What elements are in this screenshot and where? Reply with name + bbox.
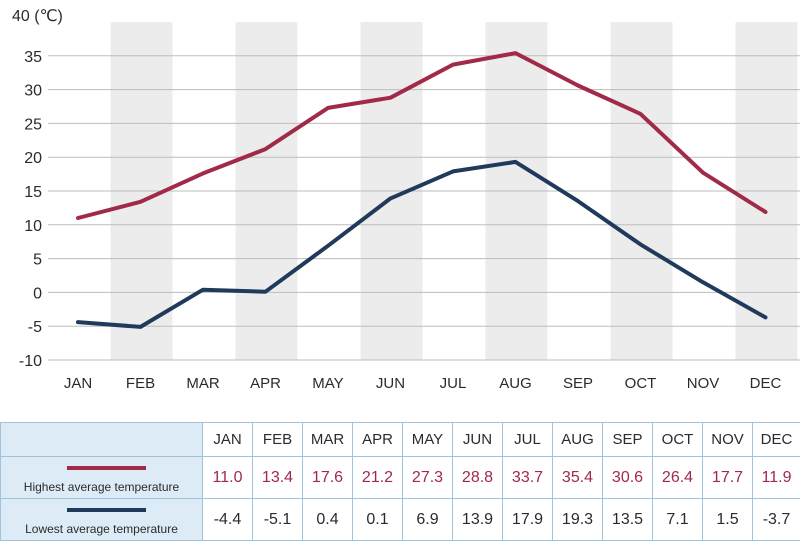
highest-legend-swatch [67,466,146,470]
x-tick-label: OCT [625,375,657,392]
highest-value-cell: 33.7 [503,457,553,499]
y-tick-label: 30 [24,83,42,100]
table-month-header: MAR [303,423,353,457]
x-axis-ticks: JAN FEB MAR APR MAY JUN JUL AUG SEP OCT NOV DEC [64,375,782,392]
highest-value-cell: 26.4 [653,457,703,499]
y-tick-label: 20 [24,150,42,167]
y-tick-label: 10 [24,218,42,235]
lowest-value-cell: -3.7 [753,499,800,541]
x-tick-label: AUG [499,375,532,392]
lowest-value-cell: 0.1 [353,499,403,541]
y-tick-label: 25 [24,116,42,133]
x-tick-label: SEP [563,375,593,392]
table-row-lowest: Lowest average temperature -4.4 -5.1 0.4… [1,499,800,541]
lowest-row-label: Lowest average temperature [1,522,202,536]
x-tick-label: JAN [64,375,92,392]
lowest-value-cell: 13.9 [453,499,503,541]
y-tick-label: -10 [19,353,42,370]
table-month-header: SEP [603,423,653,457]
x-tick-label: MAY [312,375,343,392]
highest-value-cell: 17.7 [703,457,753,499]
lowest-value-cell: 7.1 [653,499,703,541]
table-month-header: AUG [553,423,603,457]
temperature-table: JAN FEB MAR APR MAY JUN JUL AUG SEP OCT … [0,422,800,541]
x-tick-label: NOV [687,375,720,392]
lowest-legend-swatch [67,508,146,512]
y-tick-label: 35 [24,49,42,66]
y-tick-label: 40 (℃) [12,8,63,25]
table-month-header: JUN [453,423,503,457]
highest-value-cell: 35.4 [553,457,603,499]
highest-row-label: Highest average temperature [1,480,202,494]
table-month-header: APR [353,423,403,457]
highest-value-cell: 13.4 [253,457,303,499]
lowest-value-cell: -5.1 [253,499,303,541]
x-tick-label: DEC [750,375,782,392]
table-month-header: JUL [503,423,553,457]
lowest-row-label-cell: Lowest average temperature [1,499,203,541]
y-tick-label: 15 [24,184,42,201]
highest-value-cell: 17.6 [303,457,353,499]
x-tick-label: JUL [440,375,467,392]
x-tick-label: MAR [186,375,220,392]
x-tick-label: APR [250,375,281,392]
lowest-value-cell: 13.5 [603,499,653,541]
highest-row-label-cell: Highest average temperature [1,457,203,499]
temperature-line-chart: 40 (℃) 35 30 25 20 15 10 5 0 -5 -10 JAN FEB MAR APR MA… [0,0,800,420]
highest-value-cell: 27.3 [403,457,453,499]
highest-value-cell: 21.2 [353,457,403,499]
highest-value-cell: 11.9 [753,457,800,499]
table-header-row: JAN FEB MAR APR MAY JUN JUL AUG SEP OCT … [1,423,800,457]
lowest-value-cell: 19.3 [553,499,603,541]
table-month-header: DEC [753,423,800,457]
lowest-value-cell: 6.9 [403,499,453,541]
table-month-header: JAN [203,423,253,457]
table-month-header: FEB [253,423,303,457]
y-tick-label: 5 [33,252,42,269]
lowest-value-cell: 17.9 [503,499,553,541]
table-corner-cell [1,423,203,457]
lowest-value-cell: 1.5 [703,499,753,541]
table-month-header: NOV [703,423,753,457]
lowest-value-cell: 0.4 [303,499,353,541]
y-tick-label: 0 [33,285,42,302]
y-tick-label: -5 [28,319,42,336]
y-axis-ticks: 40 (℃) 35 30 25 20 15 10 5 0 -5 -10 [12,8,63,370]
lowest-value-cell: -4.4 [203,499,253,541]
table-row-highest: Highest average temperature 11.0 13.4 17… [1,457,800,499]
x-tick-label: JUN [376,375,405,392]
highest-value-cell: 30.6 [603,457,653,499]
highest-value-cell: 28.8 [453,457,503,499]
x-tick-label: FEB [126,375,155,392]
table-month-header: OCT [653,423,703,457]
highest-value-cell: 11.0 [203,457,253,499]
table-month-header: MAY [403,423,453,457]
